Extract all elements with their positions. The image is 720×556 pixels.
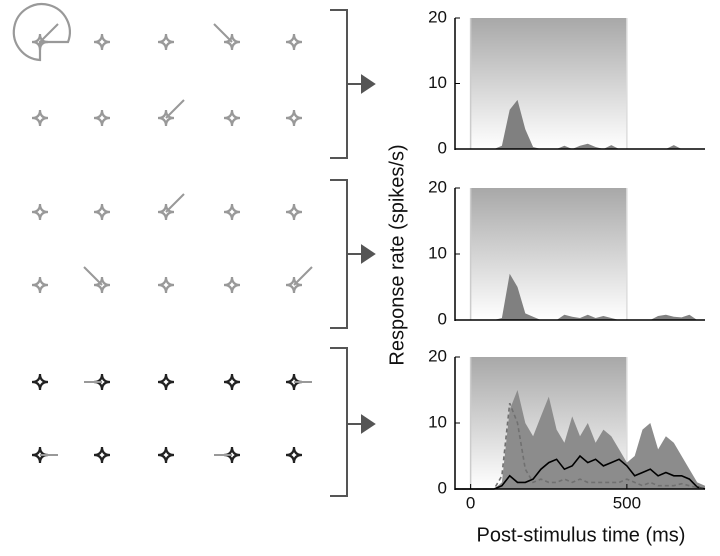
stimulus-icon xyxy=(93,203,111,221)
stimulus-icon xyxy=(93,446,111,464)
stimulus-icon xyxy=(157,373,175,391)
stimulus-icon xyxy=(93,276,111,294)
arrow-head xyxy=(361,74,376,94)
stimulus-icons xyxy=(12,3,313,464)
stimulus-limb xyxy=(293,266,313,286)
bracket xyxy=(330,347,348,497)
y-tick-label: 10 xyxy=(428,73,447,92)
stimulus-limb xyxy=(213,23,233,43)
stimulus-icon xyxy=(285,276,303,294)
stimulus-limb xyxy=(39,23,59,43)
x-axis-label: Post-stimulus time (ms) xyxy=(477,524,686,546)
stimulus-icon xyxy=(223,373,241,391)
stimulus-icon xyxy=(93,109,111,127)
y-tick-label: 10 xyxy=(428,243,447,262)
line xyxy=(455,454,706,490)
area xyxy=(455,273,705,320)
stimulus-icon xyxy=(223,109,241,127)
stimulus-icon xyxy=(223,33,241,51)
y-tick-label: 20 xyxy=(428,177,447,196)
bracket xyxy=(330,9,348,159)
stimulus-icon xyxy=(223,203,241,221)
stimulus-icon xyxy=(223,276,241,294)
y-tick-label: 0 xyxy=(438,138,447,157)
stimulus-icon xyxy=(285,446,303,464)
y-tick-label: 20 xyxy=(428,7,447,26)
stimulus-icon xyxy=(157,276,175,294)
arrow-head xyxy=(361,414,376,434)
stimulus-icon xyxy=(157,33,175,51)
stimulus-icon xyxy=(31,373,49,391)
y-tick-label: 0 xyxy=(438,309,447,328)
stimulus-limb xyxy=(165,193,185,213)
stimulus-icon xyxy=(12,3,71,62)
stimulus-icon xyxy=(285,109,303,127)
stimulus-icon xyxy=(157,203,175,221)
x-tick-label: 500 xyxy=(613,493,641,512)
stimulus-icon xyxy=(157,109,175,127)
stimulus-icon xyxy=(93,33,111,51)
stimulus-shade xyxy=(470,188,627,320)
stimulus-icon xyxy=(31,276,49,294)
stimulus-icon xyxy=(285,203,303,221)
stimulus-icon xyxy=(157,446,175,464)
stimulus-shade xyxy=(470,18,627,149)
y-axis-label: Response rate (spikes/s) xyxy=(386,144,408,365)
stimulus-icon xyxy=(285,33,303,51)
stimulus-limb xyxy=(83,266,103,286)
stimulus-icon xyxy=(31,109,49,127)
arrow-head xyxy=(361,244,376,264)
area xyxy=(455,390,705,489)
y-tick-label: 0 xyxy=(438,478,447,497)
stimulus-icon xyxy=(31,203,49,221)
area xyxy=(455,99,705,149)
bracket xyxy=(330,179,348,329)
dashed-line xyxy=(455,402,706,490)
x-tick-label: 0 xyxy=(466,493,475,512)
y-tick-label: 20 xyxy=(428,346,447,365)
y-tick-label: 10 xyxy=(428,412,447,431)
stimulus-limb xyxy=(165,99,185,119)
brackets xyxy=(330,9,376,497)
